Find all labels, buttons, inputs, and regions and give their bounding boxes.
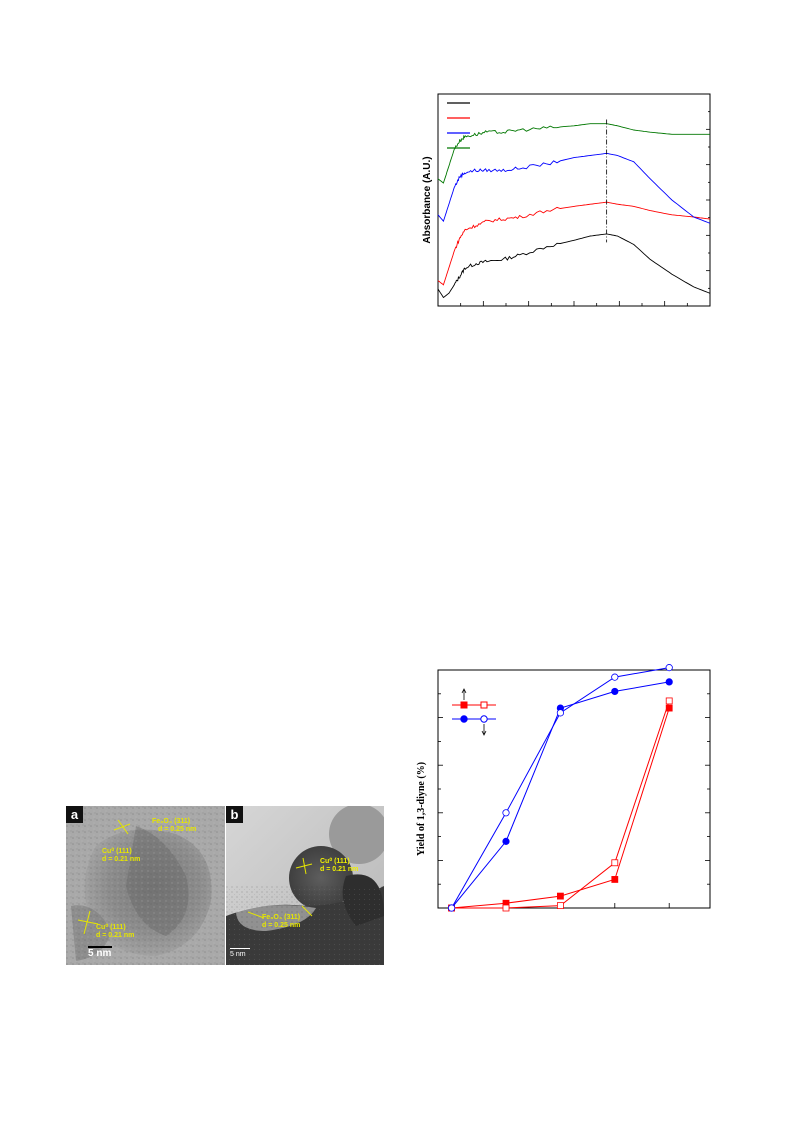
yield-point-square bbox=[611, 859, 619, 867]
yield-point-circle bbox=[611, 673, 619, 681]
uv-vis-chart: Absorbance (A.U.) bbox=[420, 88, 720, 318]
uv-series-line bbox=[437, 201, 711, 286]
tem-panel-a: a Fe₃O₄ (311) d = 0.25 nm Cu⁰ (111) d = … bbox=[66, 806, 225, 965]
yield-point-square bbox=[665, 704, 673, 712]
tem-label-fe3o4-b: Fe₃O₄ (311) d = 0.25 nm bbox=[262, 914, 301, 929]
yield-point-circle bbox=[502, 837, 510, 845]
yield-plot: Yield of 1,3-diyne (%) bbox=[416, 664, 711, 912]
scale-bar-a bbox=[88, 946, 112, 948]
tem-label-fe3o4-a: Fe₃O₄ (311) d = 0.25 nm bbox=[152, 818, 197, 833]
tem-label-cu-a1: Cu⁰ (111) d = 0.21 nm bbox=[102, 848, 141, 863]
yield-point-square bbox=[502, 904, 510, 912]
yield-legend-red-open bbox=[480, 701, 488, 709]
tem-image-a bbox=[66, 806, 225, 965]
scale-label-a: 5 nm bbox=[88, 948, 112, 959]
yield-point-circle bbox=[502, 809, 510, 817]
uv-series-line bbox=[437, 123, 710, 184]
scale-label-b: 5 nm bbox=[230, 951, 246, 958]
uv-series-line bbox=[437, 152, 711, 224]
yield-point-circle bbox=[665, 664, 673, 672]
yield-y-axis-label: Yield of 1,3-diyne (%) bbox=[416, 762, 427, 856]
yield-point-circle bbox=[447, 904, 456, 912]
tem-image-b bbox=[226, 806, 384, 965]
scale-bar-b bbox=[230, 948, 250, 949]
yield-point-circle bbox=[665, 678, 673, 686]
yield-series-line bbox=[451, 707, 670, 909]
yield-point-square bbox=[665, 697, 673, 705]
uv-y-axis-label: Absorbance (A.U.) bbox=[422, 156, 433, 243]
panel-letter-b: b bbox=[226, 806, 243, 823]
yield-chart: Yield of 1,3-diyne (%) bbox=[410, 660, 720, 920]
yield-point-square bbox=[611, 876, 619, 883]
tem-panel-b: b Cu⁰ (111) d = 0.21 nm Fe₃O₄ (311) d = … bbox=[226, 806, 384, 965]
yield-legend-blue-open bbox=[480, 715, 488, 723]
tem-label-cu-a2: Cu⁰ (111) d = 0.21 nm bbox=[96, 924, 135, 939]
yield-legend-arrowhead-up bbox=[461, 688, 467, 694]
uv-series-line bbox=[437, 233, 711, 299]
yield-point-circle bbox=[556, 709, 564, 717]
uv-vis-plot: Absorbance (A.U.) bbox=[422, 93, 711, 307]
tem-label-cu-b: Cu⁰ (111) d = 0.21 nm bbox=[320, 858, 359, 873]
yield-legend-blue-filled bbox=[460, 715, 468, 723]
yield-point-circle bbox=[611, 687, 619, 696]
yield-legend-red-filled bbox=[460, 701, 468, 709]
yield-legend-arrowhead-down bbox=[481, 730, 487, 736]
yield-point-square bbox=[556, 892, 564, 900]
panel-letter-a: a bbox=[66, 806, 83, 823]
yield-point-square bbox=[556, 902, 564, 910]
